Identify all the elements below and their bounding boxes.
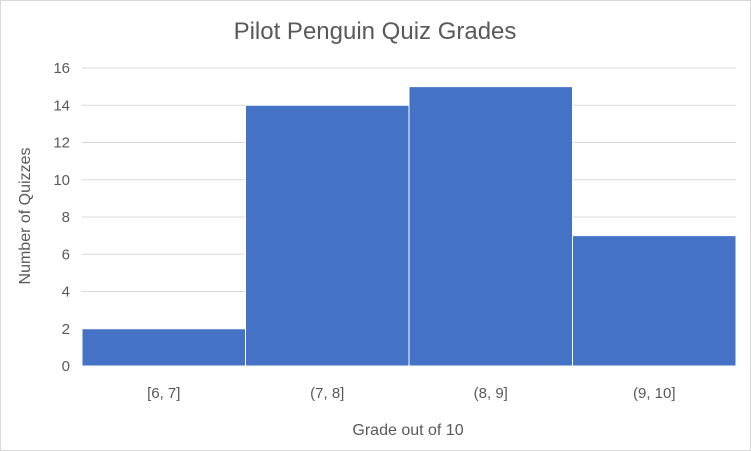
y-tick-label: 14 <box>53 97 70 114</box>
x-tick-label: [6, 7] <box>147 385 180 402</box>
y-tick-label: 0 <box>62 358 70 375</box>
histogram-bar <box>408 86 573 367</box>
y-axis-ticks: 0 2 4 6 8 10 12 14 16 <box>53 60 70 375</box>
y-tick-label: 6 <box>62 246 70 263</box>
y-tick-label: 12 <box>53 135 70 152</box>
histogram-bar <box>572 235 737 367</box>
x-tick-label: (7, 8] <box>310 385 344 402</box>
x-tick-label: (8, 9] <box>474 385 508 402</box>
y-axis-title: Number of Quizzes <box>17 148 34 285</box>
x-axis-ticks: [6, 7] (7, 8] (8, 9] (9, 10] <box>147 385 675 402</box>
histogram-bar <box>245 104 410 367</box>
y-tick-label: 8 <box>62 209 70 226</box>
y-tick-label: 10 <box>53 172 70 189</box>
y-tick-label: 2 <box>62 321 70 338</box>
chart-title: Pilot Penguin Quiz Grades <box>234 18 517 45</box>
histogram-bar <box>81 328 246 367</box>
bars <box>81 86 737 367</box>
y-tick-label: 4 <box>62 284 70 301</box>
x-axis-title: Grade out of 10 <box>352 422 463 439</box>
y-tick-label: 16 <box>53 60 70 77</box>
x-tick-label: (9, 10] <box>633 385 676 402</box>
